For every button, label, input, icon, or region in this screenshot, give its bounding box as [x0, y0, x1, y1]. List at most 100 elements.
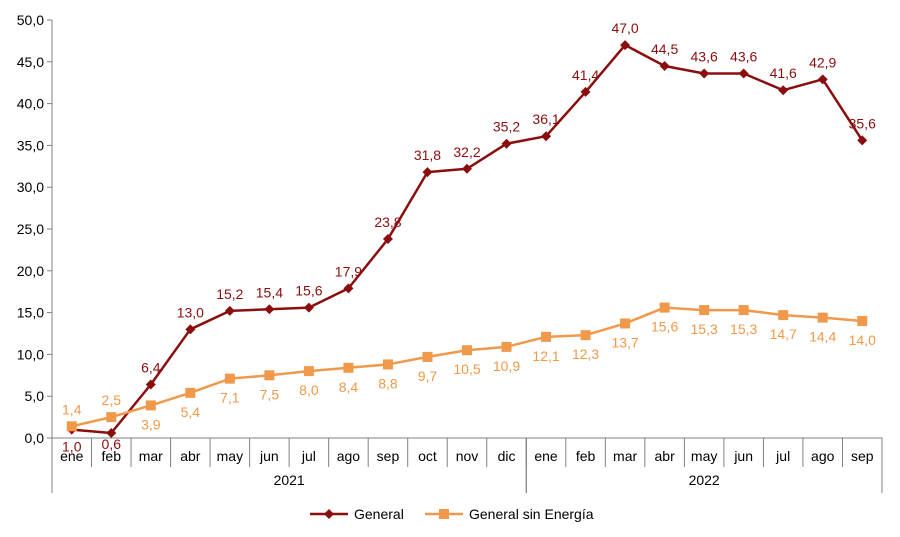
data-label: 13,0 [177, 304, 204, 320]
data-label: 12,1 [532, 348, 559, 364]
x-tick-label: feb [102, 448, 122, 464]
series-layer [66, 40, 868, 438]
data-label: 17,9 [335, 263, 362, 279]
data-label: 35,6 [849, 115, 876, 131]
x-tick-label: sep [377, 448, 400, 464]
x-tick-label: abr [180, 448, 201, 464]
x-tick-label: ene [60, 448, 84, 464]
data-point [778, 310, 789, 321]
data-label: 13,7 [611, 334, 638, 350]
data-point [541, 331, 552, 342]
data-label: 8,4 [339, 379, 359, 395]
data-point [501, 341, 512, 352]
legend-label: General sin Energía [469, 506, 594, 522]
x-tick-label: jul [775, 448, 790, 464]
data-label: 31,8 [414, 147, 441, 163]
data-point [857, 135, 868, 146]
data-point [817, 312, 828, 323]
data-label: 43,6 [691, 49, 718, 65]
data-point [699, 305, 710, 316]
x-tick-label: jul [301, 448, 316, 464]
y-tick-label: 20,0 [17, 263, 44, 279]
data-point [422, 167, 433, 178]
data-label: 15,3 [691, 321, 718, 337]
data-label: 0,6 [102, 436, 122, 452]
y-tick-label: 30,0 [17, 179, 44, 195]
data-label: 14,0 [849, 332, 876, 348]
x-tick-label: ago [337, 448, 361, 464]
data-point [224, 305, 235, 316]
x-tick-label: oct [418, 448, 437, 464]
data-label: 35,2 [493, 119, 520, 135]
y-tick-label: 10,0 [17, 346, 44, 362]
legend-item-general: General [310, 506, 404, 522]
data-point [738, 305, 749, 316]
x-tick-label: abr [655, 448, 676, 464]
data-label: 1,4 [62, 401, 82, 417]
legend-item-general-sin-energia: General sin Energía [425, 506, 594, 522]
legend-marker [324, 509, 334, 519]
y-tick-label: 5,0 [25, 388, 45, 404]
x-tick-label: mar [139, 448, 163, 464]
data-label: 9,7 [418, 368, 438, 384]
data-point [580, 330, 591, 341]
data-label: 36,1 [532, 111, 559, 127]
data-label: 8,0 [299, 382, 319, 398]
data-label: 2,5 [102, 392, 122, 408]
x-tick-label: jun [259, 448, 279, 464]
data-point [264, 370, 275, 381]
data-point [659, 60, 670, 71]
y-tick-label: 45,0 [17, 54, 44, 70]
data-point [264, 304, 275, 315]
x-tick-label: ago [811, 448, 835, 464]
data-label: 7,1 [220, 390, 240, 406]
data-point [620, 40, 631, 51]
data-point [580, 86, 591, 97]
data-label: 6,4 [141, 359, 161, 375]
data-label: 41,6 [770, 65, 797, 81]
data-point [817, 74, 828, 85]
data-label: 15,6 [651, 319, 678, 335]
x-tick-label: mar [613, 448, 637, 464]
data-label: 43,6 [730, 49, 757, 65]
data-label: 10,9 [493, 358, 520, 374]
data-label: 15,6 [295, 283, 322, 299]
data-labels: 1,0 0,6 6,4 13,0 15,2 15,4 15,6 17,9 23,8 31,8 32,… [62, 20, 876, 455]
data-point [659, 302, 670, 313]
data-point [382, 359, 393, 370]
year-label: 2022 [689, 472, 720, 488]
data-point [857, 315, 868, 326]
data-point [541, 131, 552, 142]
data-point [185, 387, 196, 398]
data-label: 41,4 [572, 67, 599, 83]
data-label: 7,5 [260, 386, 280, 402]
data-point [303, 302, 314, 313]
y-tick-label: 15,0 [17, 305, 44, 321]
x-tick-label: ene [534, 448, 558, 464]
axes: 0,0 5,0 10,0 15,0 20,0 25,0 30,0 35,0 40,0 45,0 50… [17, 12, 883, 493]
data-label: 15,3 [730, 321, 757, 337]
x-tick-label: sep [851, 448, 874, 464]
y-tick-label: 25,0 [17, 221, 44, 237]
x-tick-label: feb [576, 448, 596, 464]
data-label: 47,0 [611, 20, 638, 36]
legend: General General sin Energía [310, 506, 594, 522]
data-point [501, 138, 512, 149]
data-point [145, 400, 156, 411]
data-point [382, 234, 393, 245]
data-label: 1,0 [62, 439, 82, 455]
y-tick-label: 35,0 [17, 137, 44, 153]
data-label: 14,7 [770, 326, 797, 342]
data-label: 3,9 [141, 416, 161, 432]
x-tick-label: may [691, 448, 717, 464]
y-tick-label: 50,0 [17, 12, 44, 28]
data-label: 8,8 [378, 375, 398, 391]
y-tick-label: 40,0 [17, 96, 44, 112]
data-label: 12,3 [572, 346, 599, 362]
data-point [738, 68, 749, 79]
data-label: 10,5 [453, 361, 480, 377]
data-label: 23,8 [374, 214, 401, 230]
data-point [343, 283, 354, 294]
data-point [343, 362, 354, 373]
